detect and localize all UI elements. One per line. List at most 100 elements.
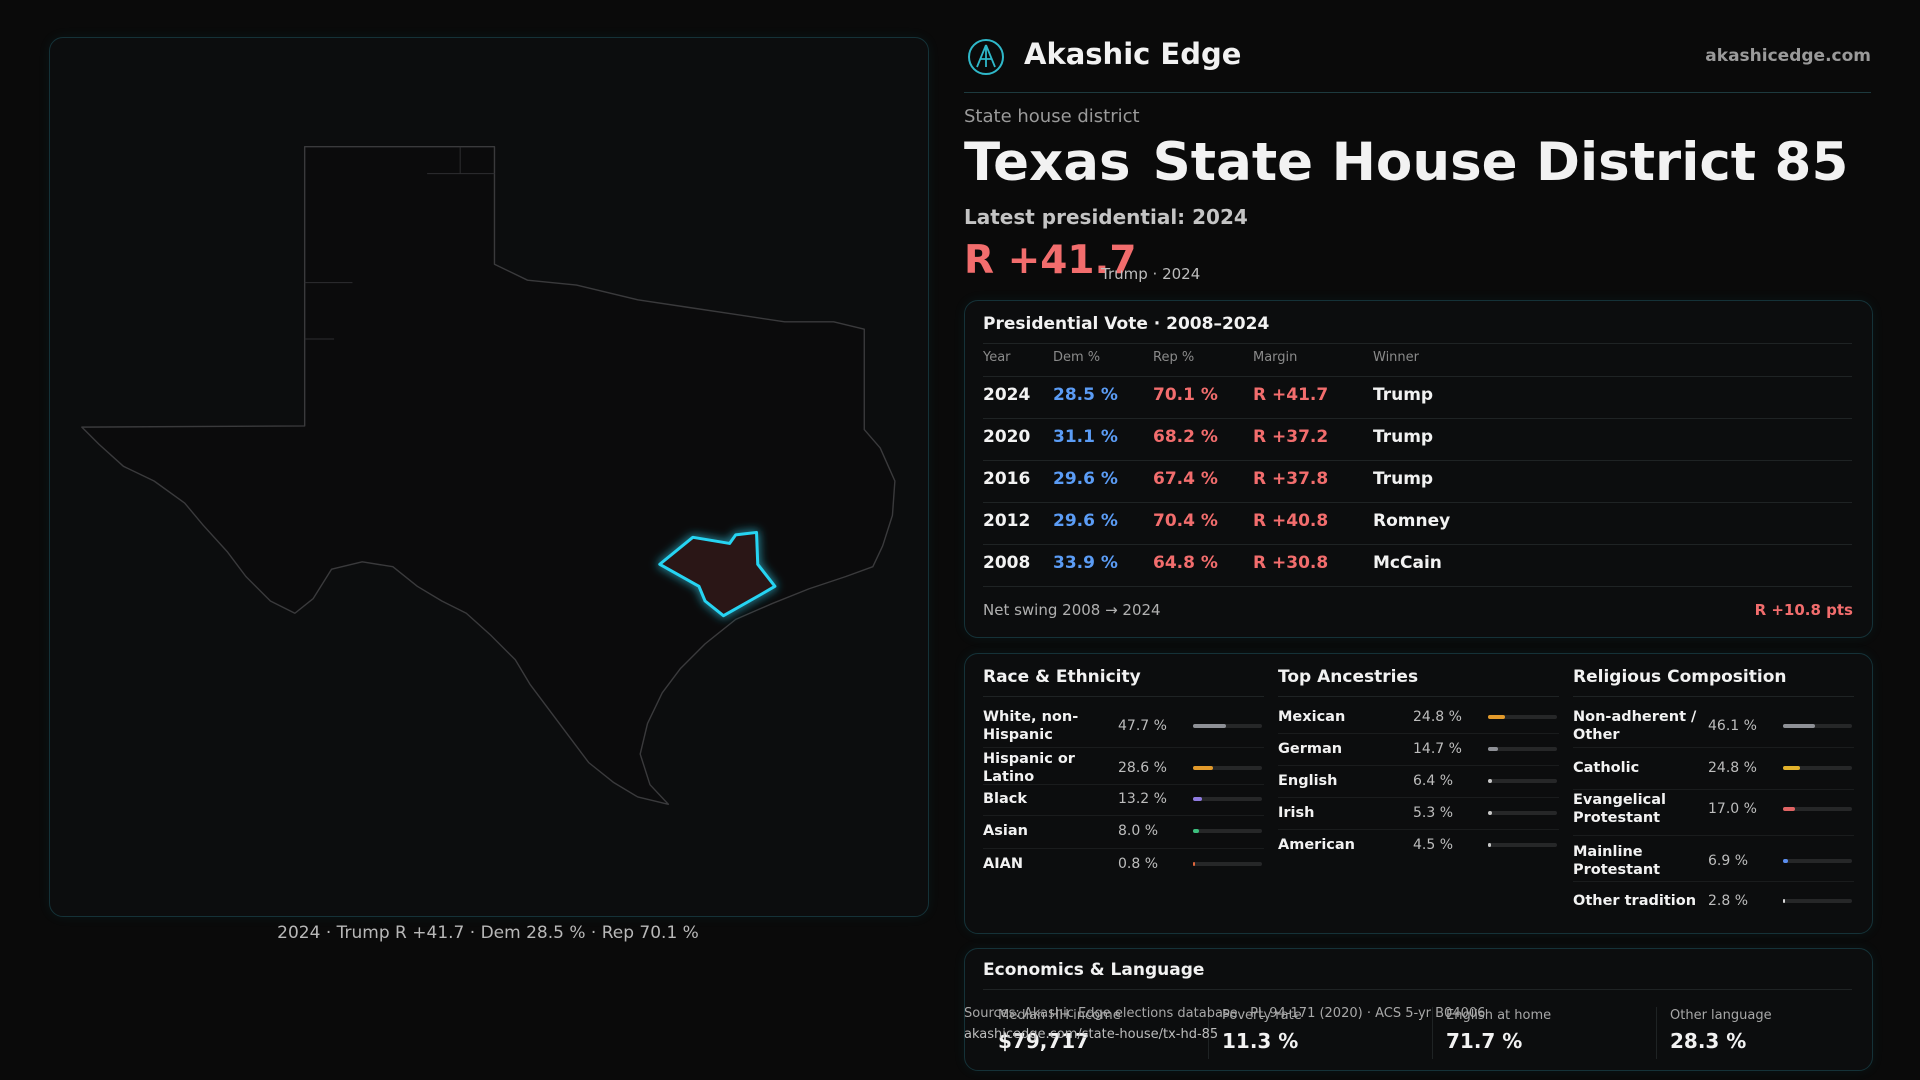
row-value: 5.3 % [1413, 805, 1454, 821]
year-cell: 2020 [983, 427, 1031, 447]
rule [983, 989, 1852, 990]
bar-track [1783, 807, 1852, 811]
bar [1193, 766, 1213, 770]
row-label: English [1278, 773, 1338, 789]
rule [983, 747, 1264, 748]
divider [1208, 1007, 1209, 1059]
row-value: 6.4 % [1413, 773, 1454, 789]
table-cell: 31.1 % [1053, 427, 1118, 447]
row-value: 8.0 % [1118, 823, 1159, 839]
bar [1193, 862, 1195, 866]
rule [983, 815, 1264, 816]
bar [1488, 811, 1492, 815]
stat-value: 11.3 % [1222, 1029, 1299, 1053]
rule [983, 376, 1852, 377]
rule [983, 460, 1852, 461]
rule [983, 544, 1852, 545]
row-value: 24.8 % [1413, 709, 1462, 725]
table-cell: 64.8 % [1153, 553, 1218, 573]
footer-url[interactable]: akashicedge.com/state-house/tx-hd-85 [964, 1027, 1219, 1042]
margin-headline: R +41.7 [964, 238, 1137, 283]
brand-name: Akashic Edge [1024, 37, 1242, 71]
bar-track [1193, 829, 1262, 833]
row-value: 4.5 % [1413, 837, 1454, 853]
footer-sources: Sources: Akashic Edge elections database… [964, 1006, 1486, 1021]
rule [1573, 881, 1854, 882]
row-label: AIAN [983, 856, 1023, 872]
brand-site[interactable]: akashicedge.com [1705, 46, 1871, 66]
swing-label: Net swing 2008 → 2024 [983, 601, 1161, 619]
stat-label: Median HH income [998, 1008, 1121, 1023]
rule [1573, 747, 1854, 748]
bar-track [1783, 859, 1852, 863]
bar-track [1193, 766, 1262, 770]
presidential-panel: Presidential Vote · 2008–2024 Year Dem % Re… [964, 300, 1873, 638]
table-cell: R +40.8 [1253, 511, 1329, 531]
table-cell: 28.5 % [1053, 385, 1118, 405]
bar [1783, 807, 1795, 811]
row-value: 2.8 % [1708, 893, 1749, 909]
rule [1573, 835, 1854, 836]
year-cell: 2008 [983, 553, 1031, 573]
row-label: American [1278, 837, 1355, 853]
year-cell: 2012 [983, 511, 1031, 531]
bar [1783, 899, 1785, 903]
table-cell: Trump [1373, 427, 1434, 447]
table-cell: 33.9 % [1053, 553, 1118, 573]
table-cell: 67.4 % [1153, 469, 1218, 489]
table-cell: Trump [1373, 469, 1434, 489]
latest-label: Latest presidential: 2024 [964, 205, 1248, 229]
stat-label: Poverty rate [1222, 1008, 1302, 1023]
column-header: Year [983, 350, 1011, 365]
bar [1193, 829, 1199, 833]
rule [1278, 733, 1559, 734]
column-header: Margin [1253, 350, 1298, 365]
stat-label: English at home [1446, 1008, 1552, 1023]
table-cell: R +37.8 [1253, 469, 1329, 489]
row-label: Hispanic or Latino [983, 751, 1075, 785]
rule [1573, 696, 1854, 697]
row-label: Mexican [1278, 709, 1346, 725]
bar-track [1783, 899, 1852, 903]
divider [1432, 1007, 1433, 1059]
map-panel [49, 37, 929, 917]
panel-title: Presidential Vote · 2008–2024 [983, 314, 1270, 334]
title-district: State House District 85 [1152, 132, 1849, 193]
row-label: Mainline Protestant [1573, 844, 1661, 878]
margin-note: Trump · 2024 [1101, 265, 1201, 283]
state-outline [82, 147, 895, 805]
bar-track [1193, 724, 1262, 728]
row-value: 13.2 % [1118, 791, 1167, 807]
section-title: Religious Composition [1573, 667, 1787, 687]
table-cell: 68.2 % [1153, 427, 1218, 447]
column-header: Rep % [1153, 350, 1195, 365]
map-caption: 2024 · Trump R +41.7 · Dem 28.5 % · Rep … [277, 923, 699, 943]
table-cell: 70.4 % [1153, 511, 1218, 531]
row-value: 24.8 % [1708, 760, 1757, 776]
bar [1488, 779, 1493, 783]
rule [983, 847, 1264, 849]
table-cell: R +30.8 [1253, 553, 1329, 573]
column-header: Dem % [1053, 350, 1101, 365]
row-label: Catholic [1573, 760, 1640, 776]
header-rule [964, 92, 1871, 93]
row-label: Asian [983, 823, 1028, 839]
county-lines [305, 147, 495, 339]
district-shape[interactable] [660, 532, 775, 615]
row-value: 47.7 % [1118, 718, 1167, 734]
rule [983, 696, 1264, 697]
bar [1783, 724, 1815, 728]
row-value: 14.7 % [1413, 741, 1462, 757]
stat-value: 28.3 % [1670, 1029, 1747, 1053]
rule [983, 343, 1852, 344]
bar-track [1783, 724, 1852, 728]
row-label: White, non-Hispanic [983, 709, 1079, 743]
rule [1278, 765, 1559, 766]
row-label: Other tradition [1573, 893, 1697, 909]
row-value: 17.0 % [1708, 801, 1757, 817]
bar-track [1193, 862, 1262, 866]
rule [1278, 797, 1559, 798]
logo [968, 39, 1004, 75]
panel-title: Economics & Language [983, 960, 1205, 980]
